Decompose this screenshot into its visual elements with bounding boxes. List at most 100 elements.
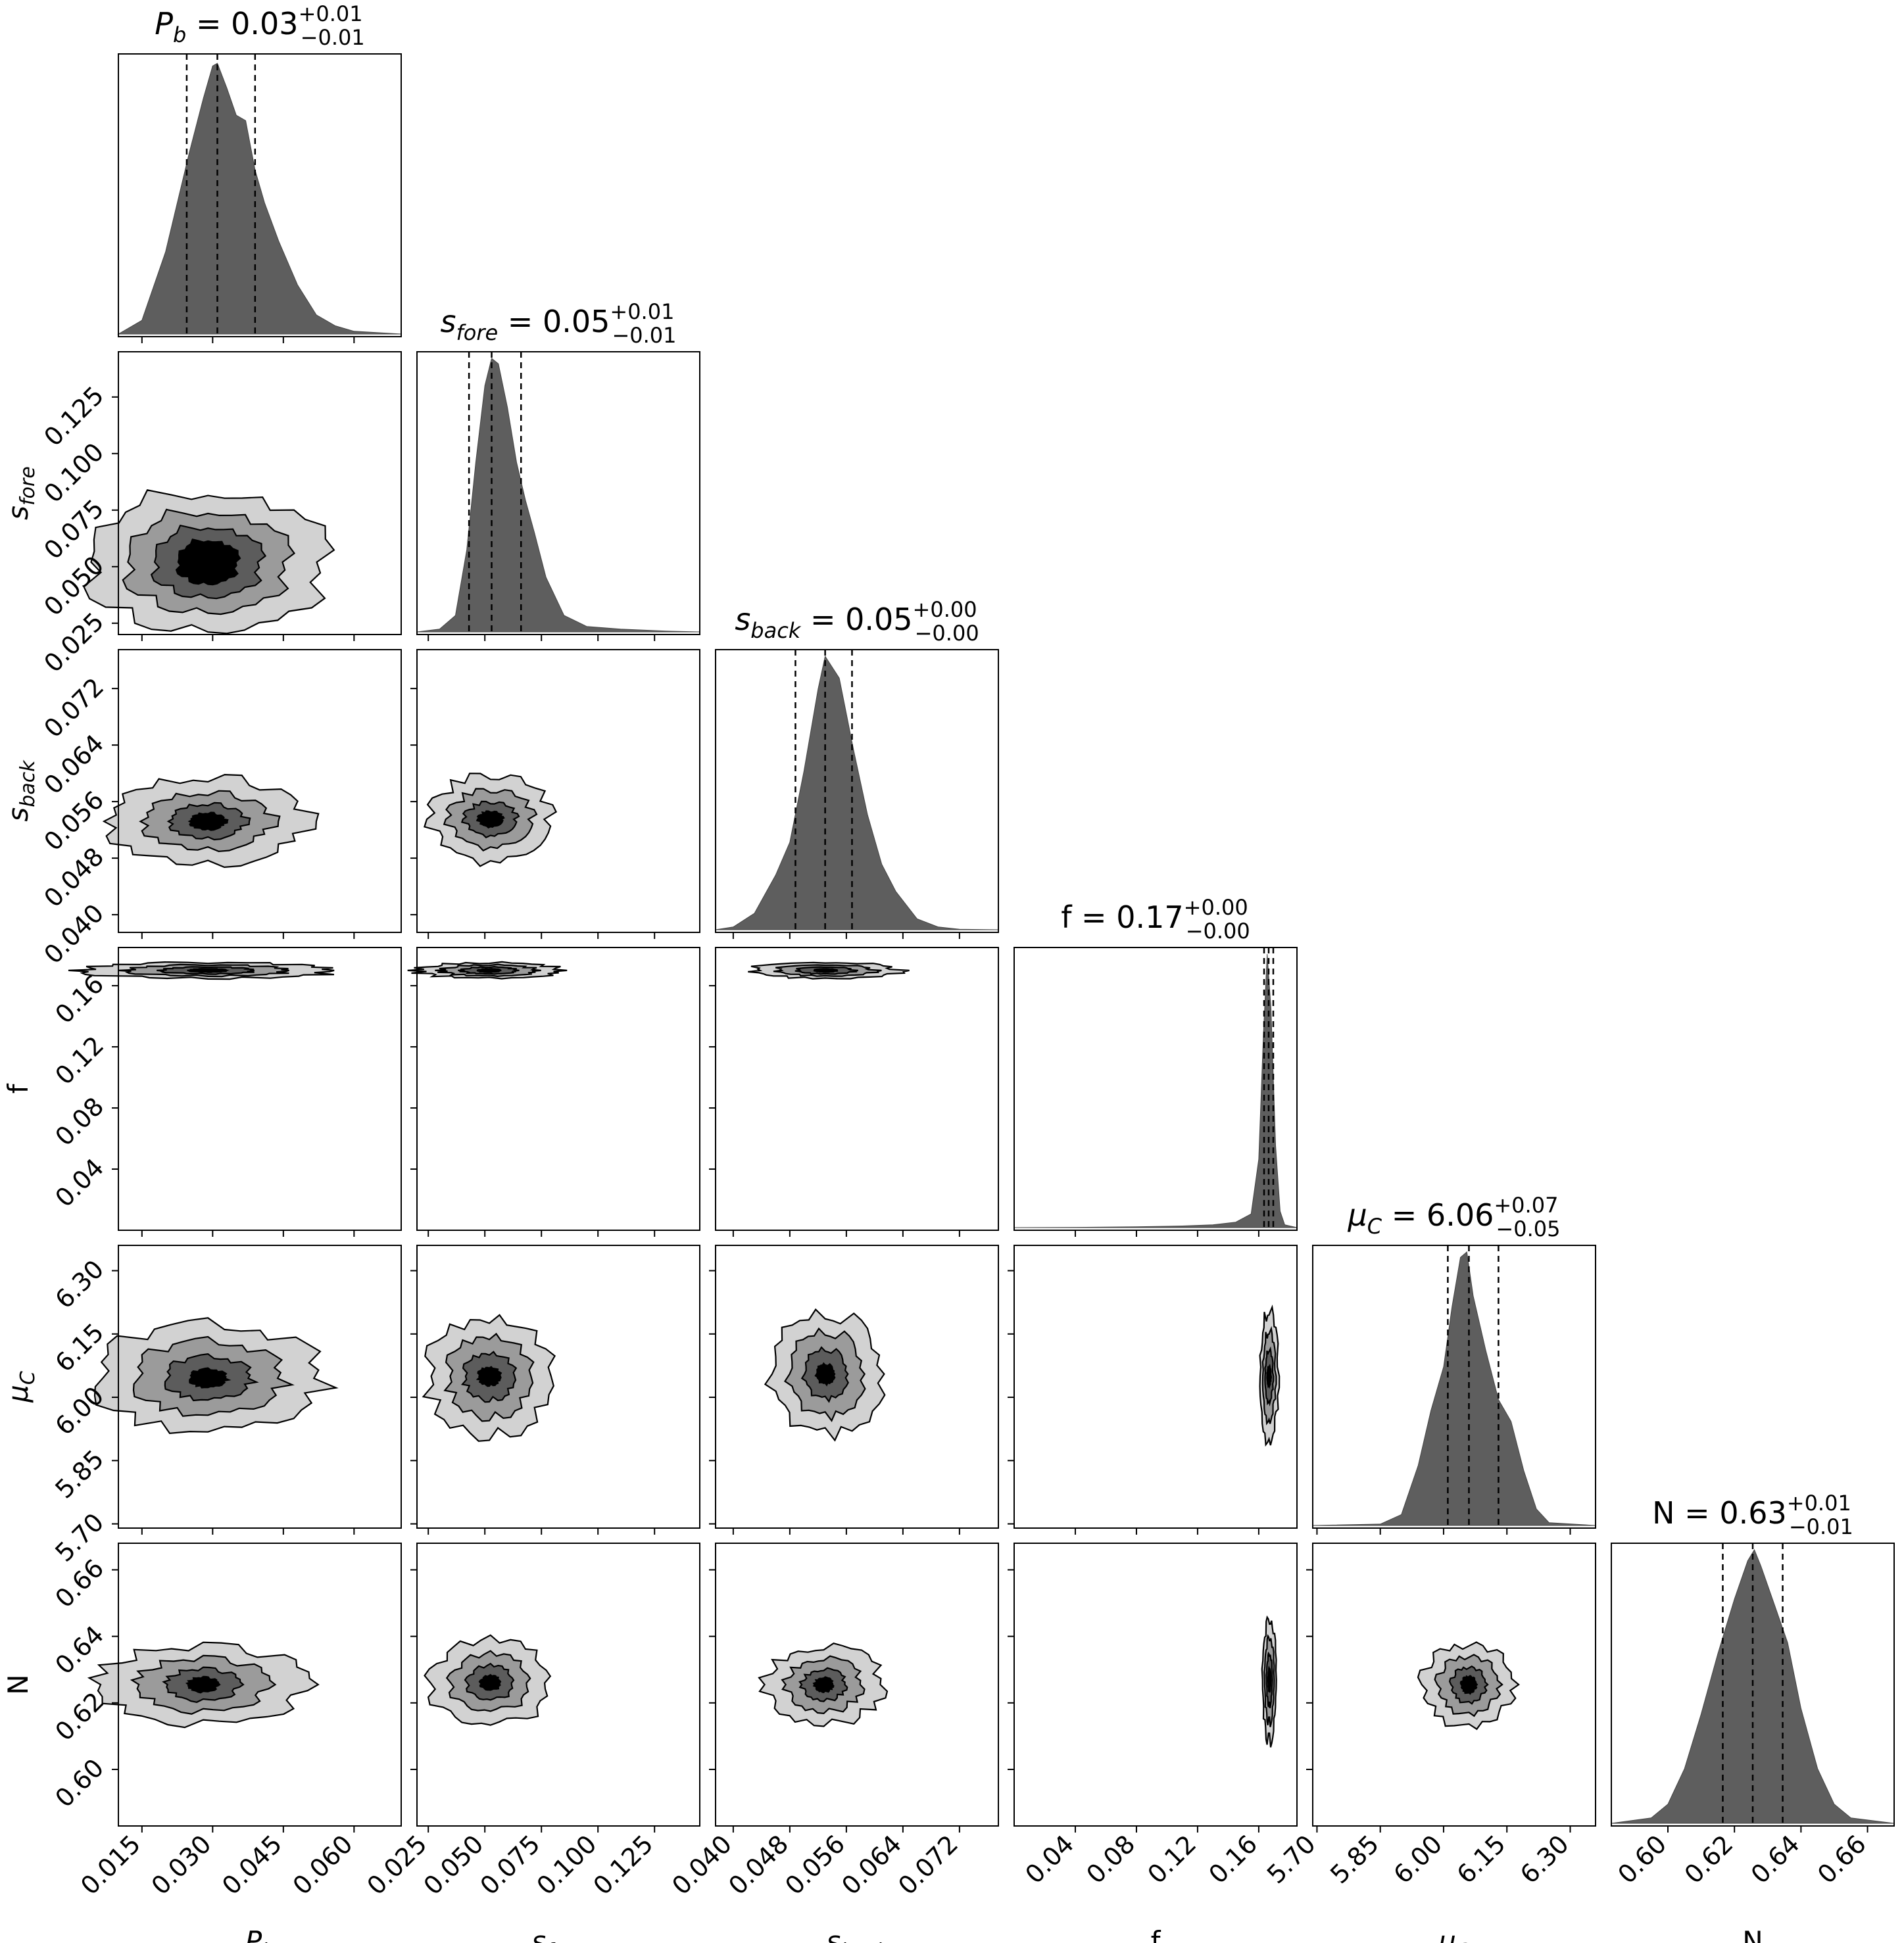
y-tick-label: 0.04 [49, 1153, 109, 1212]
panel-sback-muC [709, 1245, 999, 1535]
y-tick-label: 0.064 [38, 729, 109, 800]
title-sback: sback = 0.05+0.00 −0.00 [735, 597, 979, 646]
contour-level-1 [1459, 1675, 1478, 1695]
contour-level-1 [476, 1366, 502, 1387]
y-axis-label-f: f [2, 1083, 34, 1093]
y-tick-label: 0.66 [49, 1554, 109, 1614]
x-tick-label: 0.60 [1612, 1829, 1672, 1889]
x-axis-label-N: N [1742, 1925, 1763, 1943]
x-tick-label: 0.04 [1019, 1829, 1079, 1889]
panel-Pb-N: 0.015 0.030 0.045 0.060 0.60 0.62 0.640.66 [49, 1543, 402, 1900]
axes-frame [416, 1543, 700, 1827]
panel-sfore-f [407, 947, 700, 1237]
x-tick-label: 0.048 [723, 1829, 794, 1900]
y-axis-label-muC: μC [2, 1371, 39, 1403]
title-f: f = 0.17+0.00 −0.00 [1061, 895, 1250, 944]
axes-frame [118, 649, 402, 933]
y-tick-label: 0.125 [38, 381, 109, 452]
x-tick-label: 0.125 [588, 1829, 659, 1900]
histogram-N [1611, 1548, 1895, 1824]
y-tick-label: 0.072 [38, 672, 109, 743]
panel-sfore: sfore = 0.05+0.01 −0.01 [416, 299, 700, 641]
panel-sback: sback = 0.05+0.00 −0.00 [715, 597, 999, 939]
x-tick-label: 0.072 [892, 1829, 964, 1900]
x-tick-label: 0.64 [1745, 1829, 1805, 1889]
x-tick-label: 0.62 [1679, 1829, 1739, 1889]
x-tick-label: 0.075 [475, 1829, 546, 1900]
axes-frame [715, 1543, 999, 1827]
x-axis-label-sback: sback [826, 1925, 889, 1943]
y-tick-label: 0.08 [49, 1091, 109, 1151]
x-tick-label: 0.040 [666, 1829, 737, 1900]
x-axis-label-Pb: Pb [245, 1925, 274, 1943]
axes-frame [416, 649, 700, 933]
contour-level-1 [187, 968, 230, 973]
x-axis-label-muC: μC [1438, 1925, 1470, 1943]
y-tick-label: 6.30 [49, 1255, 109, 1314]
x-axis-label-sfore: sfore [531, 1925, 585, 1943]
x-tick-label: 0.056 [779, 1829, 850, 1900]
histogram-sback [715, 655, 999, 930]
title-N: N = 0.63+0.01 −0.01 [1652, 1491, 1853, 1539]
axes-frame [118, 1543, 402, 1827]
panel-f: f = 0.17+0.00 −0.00 [1013, 895, 1298, 1237]
x-tick-label: 0.045 [216, 1829, 287, 1900]
x-tick-label: 0.08 [1081, 1829, 1140, 1889]
y-tick-label: 0.025 [38, 607, 109, 678]
panel-N: N = 0.63+0.01 −0.01 0.60 0.62 0.64 0.66 [1611, 1491, 1895, 1889]
panel-Pb: Pb = 0.03+0.01 −0.01 [117, 1, 402, 343]
panel-sfore-muC [410, 1245, 700, 1535]
panel-muC-N: 5.70 5.85 6.00 6.15 6.30 [1261, 1543, 1596, 1889]
y-tick-label: 0.64 [49, 1620, 109, 1680]
contour-level-1 [814, 1362, 836, 1387]
contour-level-1 [185, 1675, 221, 1694]
axes-frame [118, 1245, 402, 1529]
axes-frame [715, 649, 999, 933]
panel-Pb-f: 0.040.080.120.16 [49, 947, 402, 1237]
contour-level-1 [1266, 1364, 1272, 1389]
x-tick-label: 0.100 [531, 1829, 602, 1900]
x-tick-label: 6.30 [1515, 1829, 1574, 1889]
x-tick-label: 0.015 [75, 1829, 146, 1900]
axes-frame [715, 1245, 999, 1529]
x-tick-label: 6.00 [1388, 1829, 1448, 1889]
y-tick-label: 6.15 [49, 1318, 109, 1378]
y-tick-label: 0.62 [49, 1687, 109, 1746]
y-tick-label: 0.048 [38, 842, 109, 913]
contour-level-1 [187, 811, 229, 831]
axes-frame [1013, 1245, 1298, 1529]
axes-frame [1312, 1543, 1596, 1827]
panel-muC: μC = 6.06+0.07 −0.05 [1312, 1193, 1596, 1535]
x-tick-label: 5.70 [1261, 1829, 1321, 1889]
x-tick-label: 0.16 [1203, 1829, 1263, 1889]
axes-frame [1611, 1543, 1895, 1827]
panel-f-muC [1008, 1245, 1298, 1535]
axes-frame [118, 53, 402, 337]
axes-frame [416, 947, 700, 1231]
panel-Pb-muC: 5.705.856.006.156.30 [49, 1245, 402, 1568]
axes-frame [1013, 947, 1298, 1231]
contour-level-1 [189, 1367, 232, 1389]
y-tick-label: 0.16 [49, 969, 109, 1029]
x-tick-label: 6.15 [1452, 1829, 1511, 1889]
y-tick-label: 0.60 [49, 1753, 109, 1813]
title-muC: μC = 6.06+0.07 −0.05 [1348, 1193, 1561, 1241]
y-tick-label: 5.70 [49, 1508, 109, 1568]
axes-frame [416, 1245, 700, 1529]
x-tick-label: 0.030 [146, 1829, 217, 1900]
panel-sback-f [709, 947, 999, 1237]
panel-f-N: 0.04 0.08 0.12 0.16 [1008, 1543, 1298, 1889]
contour-level-1 [812, 1676, 835, 1693]
contour-level-1 [478, 1673, 502, 1691]
histogram-f [1013, 953, 1298, 1228]
contour-level-1 [476, 810, 505, 829]
y-tick-label: 0.056 [38, 785, 109, 856]
y-axis-label-sfore: sfore [2, 466, 39, 520]
x-tick-label: 0.050 [418, 1829, 489, 1900]
x-tick-label: 0.12 [1142, 1829, 1202, 1889]
contour-level-1 [813, 968, 839, 973]
